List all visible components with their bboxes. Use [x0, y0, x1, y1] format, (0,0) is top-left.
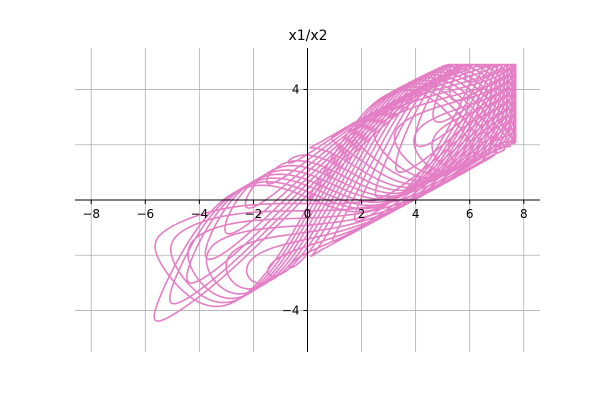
x-tick-label: −4 [191, 207, 209, 221]
series-line [153, 63, 517, 322]
x-tick-label: 0 [304, 207, 312, 221]
x-tick-label: 2 [358, 207, 366, 221]
x-tick-label: 6 [466, 207, 474, 221]
series-layer [153, 63, 517, 322]
x-tick-label: 4 [412, 207, 420, 221]
x-tick-label: −2 [245, 207, 263, 221]
x-tick-label: 8 [520, 207, 528, 221]
axes [75, 48, 540, 352]
chart-title: x1/x2 [288, 28, 327, 44]
y-tick-label: 4 [292, 82, 300, 96]
x-tick-label: −8 [82, 207, 100, 221]
tick-labels: −8 −6 −4 −2 0 2 4 6 8 −4 4 [82, 82, 527, 317]
y-tick-label: −4 [282, 304, 300, 318]
x-tick-label: −6 [136, 207, 154, 221]
